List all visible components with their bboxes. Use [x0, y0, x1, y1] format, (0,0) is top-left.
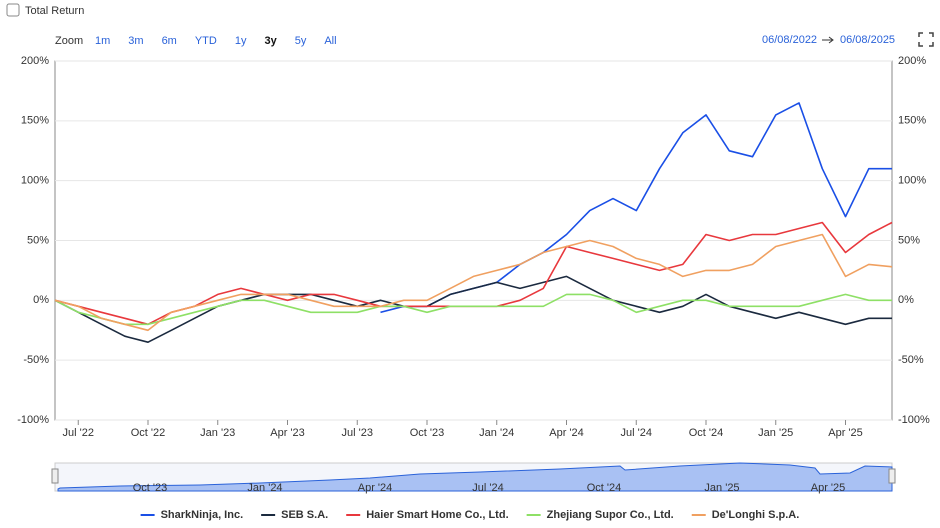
- x-tick-label: Jan '24: [479, 427, 514, 439]
- x-tick-label: Jan '23: [200, 427, 235, 439]
- zoom-button[interactable]: 5y: [295, 35, 307, 47]
- x-tick-label: Jul '22: [63, 427, 94, 439]
- end-date[interactable]: 06/08/2025: [840, 34, 895, 46]
- zoom-button[interactable]: 3y: [264, 35, 277, 47]
- y2-tick-label: -100%: [898, 414, 930, 426]
- y2-tick-label: 0%: [898, 294, 914, 306]
- series-line: [54, 221, 893, 326]
- x-tick-label: Apr '25: [828, 427, 863, 439]
- x-tick-label: Oct '24: [689, 427, 724, 439]
- date-arrow-head: [828, 36, 834, 44]
- zoom-button[interactable]: 1m: [95, 35, 110, 47]
- legend-label[interactable]: SEB S.A.: [281, 509, 328, 521]
- x-tick-label: Apr '24: [549, 427, 584, 439]
- zoom-label: Zoom: [55, 35, 83, 47]
- total-return-label[interactable]: Total Return: [25, 5, 84, 17]
- fullscreen-icon[interactable]: [918, 32, 934, 47]
- x-tick-label: Oct '22: [131, 427, 166, 439]
- start-date[interactable]: 06/08/2022: [762, 34, 817, 46]
- x-tick-label: Jul '23: [342, 427, 373, 439]
- zoom-button[interactable]: 1y: [235, 35, 247, 47]
- y-tick-label: 200%: [21, 55, 49, 67]
- navigator-label: Jan '24: [247, 482, 282, 494]
- zoom-button[interactable]: 3m: [128, 35, 143, 47]
- x-tick-label: Apr '23: [270, 427, 305, 439]
- zoom-button[interactable]: All: [324, 35, 336, 47]
- y-tick-label: -50%: [23, 354, 49, 366]
- navigator-label: Apr '24: [358, 482, 393, 494]
- navigator: Oct '23 Jan '24 Apr '24 Jul '24 Oct '24 …: [51, 462, 896, 494]
- series-line: [54, 293, 892, 326]
- legend-label[interactable]: De'Longhi S.p.A.: [712, 509, 800, 521]
- navigator-area: [57, 462, 893, 492]
- y-tick-label: -100%: [17, 414, 49, 426]
- y-tick-label: 150%: [21, 115, 49, 127]
- x-tick-label: Jul '24: [621, 427, 652, 439]
- series-line: [380, 102, 892, 314]
- navigator-handle[interactable]: [51, 468, 59, 484]
- x-tick-label: Oct '23: [410, 427, 445, 439]
- y-tick-label: 50%: [27, 234, 49, 246]
- y2-tick-label: 200%: [898, 55, 926, 67]
- navigator-label: Oct '24: [587, 482, 622, 494]
- y2-tick-label: 150%: [898, 115, 926, 127]
- navigator-label: Jul '24: [472, 482, 503, 494]
- y2-tick-label: 100%: [898, 175, 926, 187]
- x-tick-label: Jan '25: [758, 427, 793, 439]
- zoom-button[interactable]: YTD: [195, 35, 217, 47]
- navigator-label: Oct '23: [133, 482, 168, 494]
- legend: SharkNinja, Inc. SEB S.A. Haier Smart Home…: [140, 509, 800, 521]
- y-tick-label: 100%: [21, 175, 49, 187]
- y2-tick-label: 50%: [898, 234, 920, 246]
- legend-label[interactable]: Zhejiang Supor Co., Ltd.: [547, 509, 674, 521]
- navigator-label: Apr '25: [811, 482, 846, 494]
- y-tick-label: 0%: [33, 294, 49, 306]
- navigator-label: Jan '25: [704, 482, 739, 494]
- legend-label[interactable]: Haier Smart Home Co., Ltd.: [366, 509, 508, 521]
- navigator-handle[interactable]: [888, 468, 896, 484]
- legend-label[interactable]: SharkNinja, Inc.: [161, 509, 244, 521]
- series-line: [54, 275, 892, 343]
- checkbox[interactable]: [6, 3, 20, 17]
- y2-tick-label: -50%: [898, 354, 924, 366]
- series-line: [54, 233, 893, 332]
- zoom-button[interactable]: 6m: [162, 35, 177, 47]
